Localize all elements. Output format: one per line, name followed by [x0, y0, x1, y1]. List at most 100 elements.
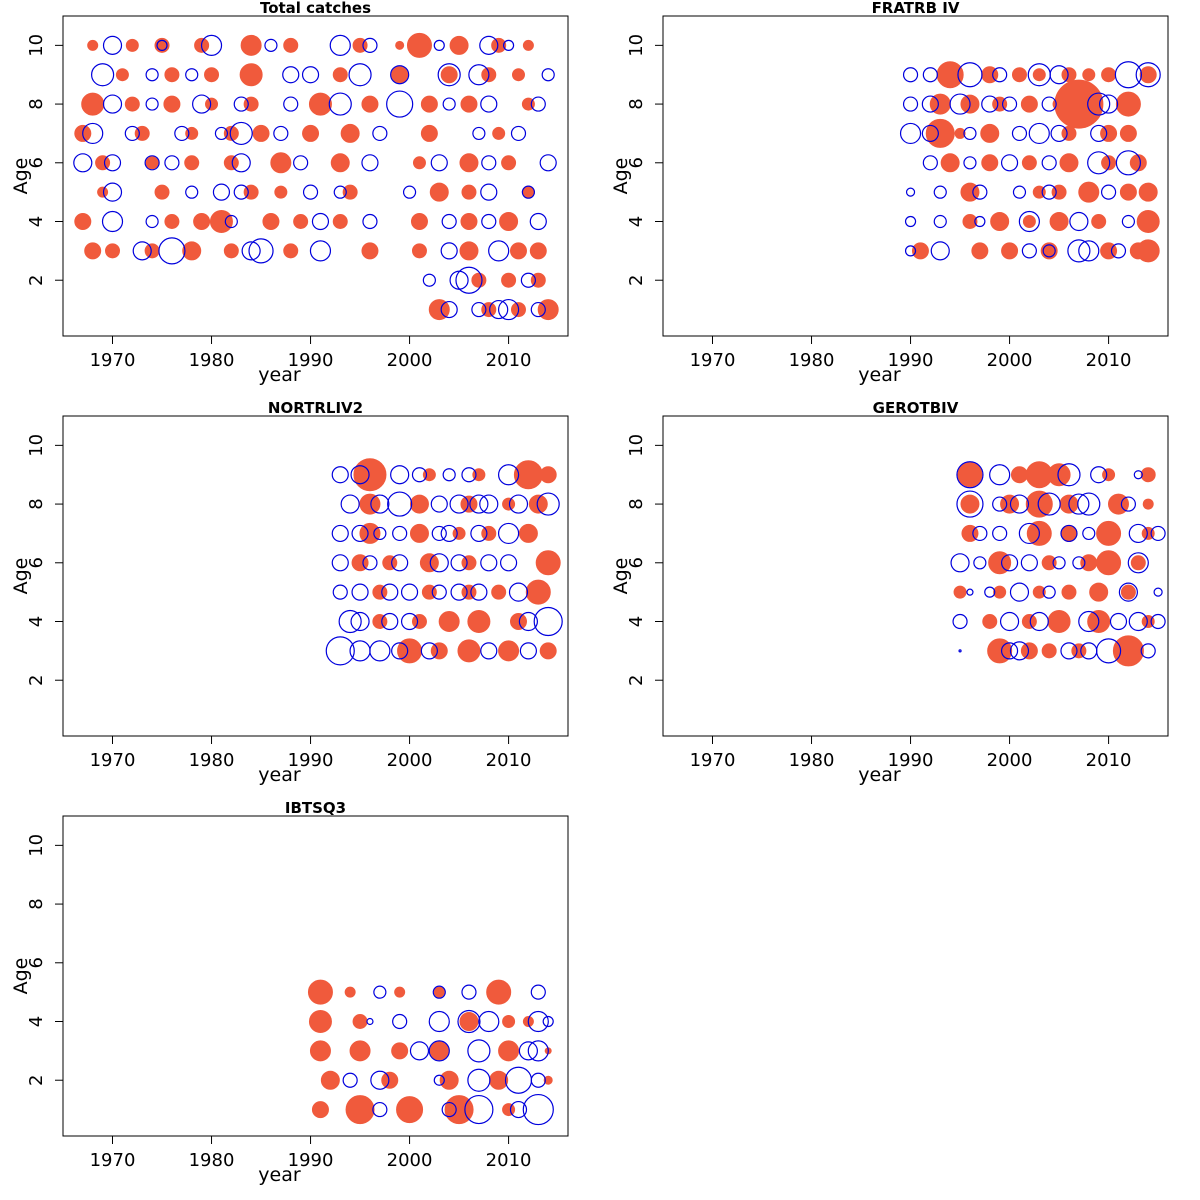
x-tick-label: 1970	[690, 350, 736, 371]
bubble-negative	[381, 612, 399, 631]
bubble-negative	[309, 240, 332, 262]
bubble-positive	[457, 639, 481, 663]
bubble-negative	[145, 97, 159, 111]
y-tick-label: 4	[626, 216, 647, 227]
bubble-negative	[420, 642, 438, 660]
x-axis-label: year	[858, 364, 901, 386]
bubble-negative	[331, 554, 349, 572]
bubble-negative	[1072, 556, 1086, 570]
bubble-positive	[954, 127, 966, 139]
bubble-negative	[174, 125, 190, 142]
bubble-negative	[922, 67, 938, 83]
bubble-negative	[520, 272, 536, 288]
bubble-positive	[518, 523, 538, 543]
y-tick-label: 4	[26, 216, 47, 227]
x-tick-label: 2010	[486, 750, 532, 771]
bubble-negative	[1037, 492, 1061, 516]
bubble-positive	[429, 1041, 449, 1061]
bubble-negative	[480, 642, 498, 660]
bubble-negative	[1090, 124, 1108, 143]
bubble-negative	[229, 121, 253, 146]
bubble-positive	[293, 214, 309, 230]
bubble-negative	[1000, 154, 1019, 172]
bubble-positive	[409, 523, 429, 543]
bubble-negative	[101, 210, 124, 233]
bubble-positive	[1032, 68, 1046, 82]
bubble-negative	[949, 93, 971, 115]
bubble-positive	[1136, 210, 1160, 234]
panel-title: GEROTBIV	[873, 399, 959, 417]
bubble-negative	[325, 636, 355, 666]
bubble-positive	[204, 67, 220, 83]
bubble-negative	[1009, 641, 1030, 661]
bubble-positive	[283, 243, 299, 259]
bubble-negative	[479, 35, 499, 55]
y-tick-label: 2	[626, 274, 647, 285]
bubble-negative	[231, 153, 251, 173]
bubble-negative	[973, 556, 987, 570]
bubble-negative	[497, 522, 520, 545]
bubble-negative	[1140, 643, 1156, 659]
bubble-positive	[433, 986, 445, 998]
bubble-negative	[479, 494, 499, 514]
bubble-positive	[283, 37, 299, 53]
bubble-positive	[391, 66, 409, 84]
bubble-positive	[471, 272, 487, 288]
bubble-negative	[933, 214, 947, 229]
bubble-negative	[521, 185, 535, 199]
bubble-negative	[1000, 554, 1019, 572]
bubble-negative	[328, 92, 352, 116]
bubble-negative	[372, 125, 388, 142]
bubble-negative	[539, 154, 557, 172]
bubble-negative	[1029, 611, 1049, 632]
x-tick-label: 1980	[189, 350, 235, 371]
bubble-negative	[497, 464, 520, 486]
bubble-negative	[1110, 243, 1127, 259]
bubble-positive	[1022, 215, 1036, 229]
bubble-positive	[412, 156, 426, 170]
bubble-negative	[103, 154, 122, 172]
bubble-negative	[392, 525, 408, 542]
bubble-negative	[488, 240, 510, 262]
bubble-negative	[1018, 522, 1040, 545]
bubble-negative	[1078, 240, 1100, 262]
bubble-negative	[430, 154, 448, 172]
bubble-positive	[144, 243, 160, 259]
bubble-negative	[471, 301, 487, 318]
bubble-positive	[372, 584, 388, 600]
bubble-negative	[921, 124, 939, 143]
bubble-negative	[293, 155, 309, 171]
bubble-positive	[1010, 466, 1028, 484]
bubble-negative	[283, 96, 299, 112]
y-tick-label: 8	[26, 898, 47, 909]
bubble-negative	[992, 525, 1008, 542]
bubble-negative	[264, 38, 278, 52]
bubble-positive	[440, 66, 458, 84]
bubble-positive	[359, 522, 381, 544]
bubble-negative	[428, 1010, 450, 1033]
bubble-positive	[332, 214, 348, 230]
bubble-negative	[470, 583, 488, 601]
bubble-negative	[311, 212, 330, 231]
bubble-negative	[922, 155, 938, 171]
bubble-negative	[366, 1017, 374, 1026]
bubble-negative	[905, 187, 916, 197]
bubble-positive	[1041, 643, 1057, 659]
bubble-negative	[1077, 492, 1101, 516]
bubble-negative	[522, 1093, 554, 1126]
bubble-negative	[510, 125, 527, 142]
bubble-negative	[302, 184, 319, 200]
bubble-negative	[429, 553, 449, 573]
bubble-negative	[422, 273, 436, 287]
bubble-negative	[361, 154, 379, 172]
bubble-negative	[478, 1010, 500, 1033]
bubble-negative	[1069, 211, 1089, 232]
bubble-positive	[1001, 242, 1019, 260]
bubble-positive	[1119, 124, 1137, 142]
bubble-positive	[481, 525, 497, 541]
bubble-positive	[499, 212, 519, 232]
bubble-positive	[511, 68, 525, 82]
bubble-negative	[527, 1010, 549, 1033]
panel-title: Total catches	[260, 0, 371, 17]
bubble-negative	[301, 66, 320, 84]
